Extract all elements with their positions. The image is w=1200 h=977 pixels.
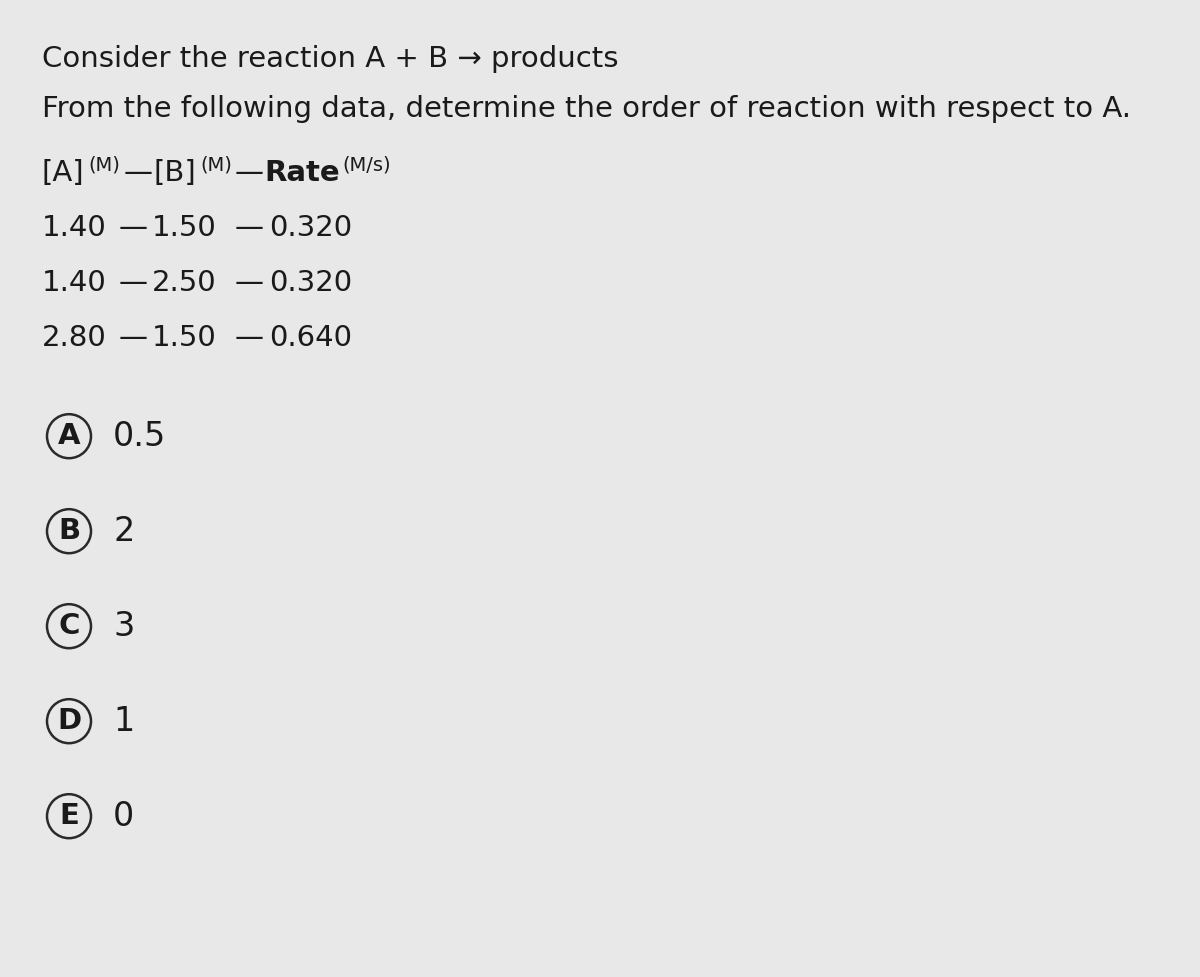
Text: —: —	[119, 214, 148, 242]
Text: 0.640: 0.640	[269, 324, 352, 352]
Text: 0.320: 0.320	[269, 269, 352, 297]
Text: (M): (M)	[200, 155, 232, 174]
Text: —: —	[119, 269, 148, 297]
Text: C: C	[59, 613, 79, 640]
Text: [B]: [B]	[154, 159, 197, 187]
Text: [A]: [A]	[42, 159, 85, 187]
Text: —: —	[235, 214, 264, 242]
Text: From the following data, determine the order of reaction with respect to A.: From the following data, determine the o…	[42, 95, 1132, 123]
Text: (M): (M)	[88, 155, 120, 174]
Text: 0: 0	[113, 800, 134, 832]
Text: 1.50: 1.50	[152, 214, 217, 242]
Text: E: E	[59, 802, 79, 830]
Text: —: —	[235, 269, 264, 297]
Text: Consider the reaction A + B → products: Consider the reaction A + B → products	[42, 45, 618, 73]
Text: 1: 1	[113, 704, 134, 738]
Text: 2.50: 2.50	[152, 269, 217, 297]
Text: 0.320: 0.320	[269, 214, 352, 242]
Text: —: —	[235, 159, 264, 187]
Text: 3: 3	[113, 610, 134, 643]
Text: D: D	[56, 707, 82, 736]
Text: A: A	[58, 422, 80, 450]
Text: 1.40: 1.40	[42, 269, 107, 297]
Text: 0.5: 0.5	[113, 420, 167, 452]
Text: B: B	[58, 517, 80, 545]
Text: 2: 2	[113, 515, 134, 548]
Text: 2.80: 2.80	[42, 324, 107, 352]
Text: 1.40: 1.40	[42, 214, 107, 242]
Text: (M/s): (M/s)	[342, 155, 391, 174]
Text: —: —	[235, 324, 264, 352]
Text: —: —	[119, 324, 148, 352]
Text: 1.50: 1.50	[152, 324, 217, 352]
Text: —: —	[124, 159, 154, 187]
Text: Rate: Rate	[264, 159, 340, 187]
